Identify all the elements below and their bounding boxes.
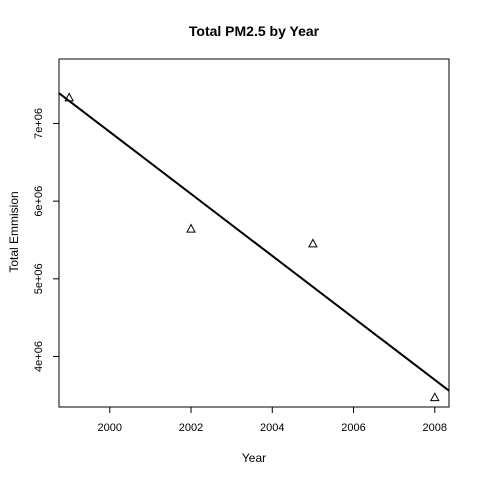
data-point-marker [308,238,318,248]
x-tick-label: 2006 [341,422,365,434]
y-tick-label: 6e+06 [33,186,45,217]
data-point-marker [429,392,440,402]
y-tick-label: 5e+06 [33,263,45,294]
trend-line [58,92,450,392]
y-axis: 4e+06 5e+06 6e+06 7e+06 [33,108,59,372]
plot-frame [58,58,450,408]
x-tick-label: 2000 [98,422,122,434]
x-axis-label: Year [242,451,266,465]
data-points [64,92,440,402]
data-point-marker [64,92,74,102]
y-tick-label: 4e+06 [33,341,45,372]
trend-line-group [58,92,450,392]
data-point-marker [186,223,196,233]
chart-title: Total PM2.5 by Year [189,23,320,39]
y-axis-label: Total Emmision [7,191,21,272]
x-tick-label: 2004 [260,422,284,434]
x-axis: 2000 2002 2004 2006 2008 [98,407,447,434]
x-tick-label: 2008 [423,422,447,434]
y-tick-label: 7e+06 [33,108,45,139]
x-tick-label: 2002 [179,422,203,434]
